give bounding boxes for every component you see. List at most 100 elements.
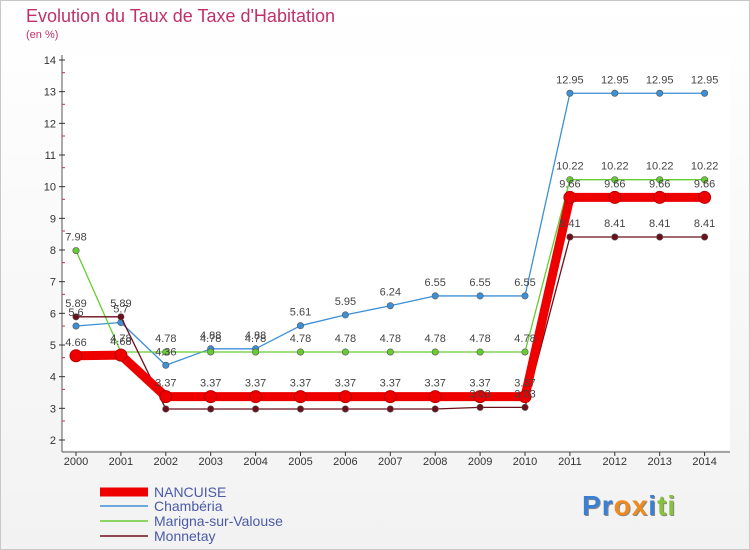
data-label: 12.95 [556, 74, 584, 86]
data-label: 4.78 [469, 333, 490, 345]
chart-title: Evolution du Taux de Taxe d'Habitation [26, 6, 335, 26]
data-point [338, 390, 352, 404]
data-point [701, 176, 709, 184]
data-point [476, 403, 484, 411]
data-point [611, 89, 619, 97]
data-point [383, 390, 397, 404]
data-point [296, 348, 304, 356]
data-point [117, 313, 125, 321]
x-tick-label: 2012 [603, 456, 627, 468]
data-label: 6.55 [469, 277, 490, 289]
data-point [162, 405, 170, 413]
x-tick-label: 2008 [423, 456, 447, 468]
data-point [162, 348, 170, 356]
data-label: 3.37 [380, 378, 401, 390]
data-point [162, 361, 170, 369]
data-label: 10.22 [691, 161, 719, 173]
data-label: 3.37 [290, 378, 311, 390]
data-label: 10.22 [646, 161, 674, 173]
data-point [341, 311, 349, 319]
data-label: 3.37 [335, 378, 356, 390]
data-label: 5.61 [290, 307, 311, 319]
data-point [341, 405, 349, 413]
data-label: 10.22 [556, 161, 584, 173]
x-tick-label: 2011 [558, 456, 582, 468]
y-tick-label: 11 [45, 150, 56, 162]
y-tick-label: 4 [50, 372, 56, 384]
data-label: 5.95 [335, 296, 356, 308]
x-tick-label: 2002 [154, 456, 178, 468]
data-label: 10.22 [601, 161, 629, 173]
logo-letter: i [648, 490, 658, 521]
y-tick-label: 3 [50, 403, 56, 415]
data-label: 8.41 [649, 218, 670, 230]
data-label: 3.37 [469, 378, 490, 390]
data-label: 4.78 [335, 333, 356, 345]
data-label: 4.78 [155, 333, 176, 345]
data-label: 4.88 [245, 330, 266, 342]
x-tick-label: 2001 [109, 456, 133, 468]
data-point [431, 405, 439, 413]
data-label: 9.66 [559, 178, 580, 190]
data-point [566, 89, 574, 97]
data-point [476, 292, 484, 300]
data-point [473, 390, 487, 404]
data-point [563, 190, 577, 204]
data-point [204, 390, 218, 404]
data-point [698, 190, 712, 204]
chart-unit-label: (en %) [26, 29, 59, 41]
y-tick-label: 14 [44, 55, 56, 67]
y-tick-label: 5 [50, 340, 56, 352]
data-point [656, 233, 664, 241]
data-label: 5.6 [68, 307, 83, 319]
data-label: 4.78 [245, 333, 266, 345]
data-point [566, 176, 574, 184]
data-point [521, 403, 529, 411]
data-point [566, 233, 574, 241]
data-label: 8.41 [604, 218, 625, 230]
data-label: 9.66 [649, 178, 670, 190]
proxiti-logo: Proxiti [582, 490, 676, 522]
data-point [207, 405, 215, 413]
data-label: 9.66 [604, 178, 625, 190]
legend-label: Marigna-sur-Valouse [154, 513, 283, 529]
data-point [69, 349, 83, 363]
x-tick-label: 2010 [513, 456, 537, 468]
data-point [252, 405, 260, 413]
y-tick-label: 10 [44, 182, 56, 194]
data-point [341, 348, 349, 356]
data-point [656, 89, 664, 97]
data-point [296, 322, 304, 330]
data-label: 3.37 [155, 378, 176, 390]
data-point [386, 348, 394, 356]
data-point [428, 390, 442, 404]
plot-area [62, 55, 730, 450]
data-label: 3.03 [514, 388, 535, 400]
data-point [431, 348, 439, 356]
y-tick-label: 2 [50, 435, 56, 447]
data-label: 8.41 [559, 218, 580, 230]
data-label: 7.98 [65, 232, 86, 244]
x-tick-label: 2004 [243, 456, 267, 468]
x-tick-label: 2006 [333, 456, 357, 468]
data-label: 4.78 [200, 333, 221, 345]
data-label: 4.78 [380, 333, 401, 345]
x-tick-label: 2014 [692, 456, 716, 468]
data-point [656, 176, 664, 184]
logo-letter: P [582, 490, 602, 521]
x-tick-label: 2003 [198, 456, 222, 468]
data-label: 3.37 [424, 378, 445, 390]
data-point [653, 190, 667, 204]
data-point [207, 348, 215, 356]
data-label: 12.95 [601, 74, 629, 86]
x-tick-label: 2005 [288, 456, 312, 468]
data-label: 4.88 [200, 330, 221, 342]
data-label: 4.36 [155, 346, 176, 358]
data-label: 3.03 [469, 388, 490, 400]
data-point [386, 405, 394, 413]
data-point [611, 233, 619, 241]
x-tick-label: 2007 [378, 456, 402, 468]
data-point [518, 390, 532, 404]
data-label: 4.78 [424, 333, 445, 345]
data-point [386, 302, 394, 310]
